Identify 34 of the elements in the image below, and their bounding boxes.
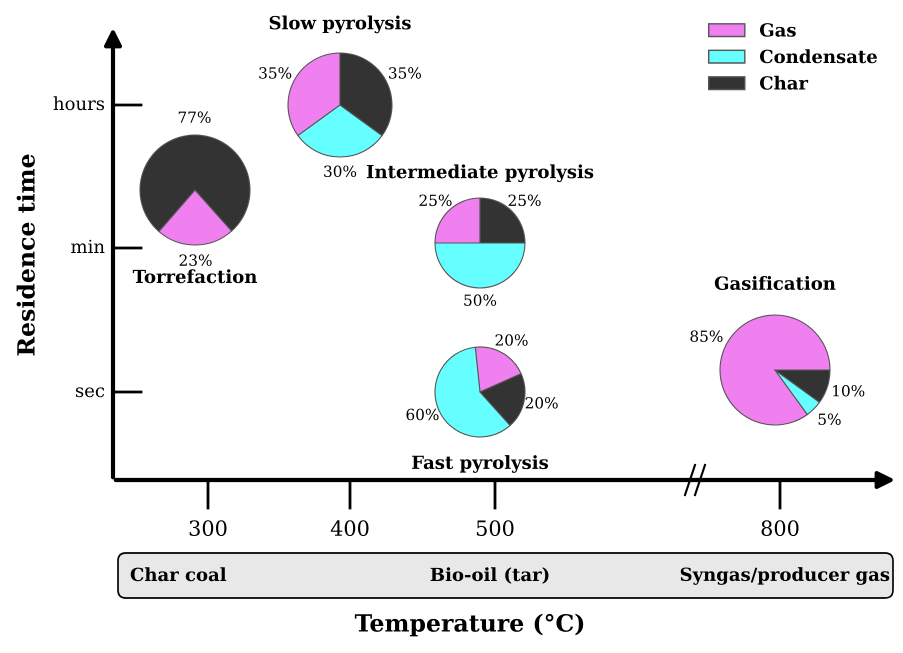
text: Fast pyrolysis	[412, 455, 548, 473]
text: 300	[190, 520, 226, 536]
data-label: 20%	[496, 334, 528, 346]
data-label: 20%	[526, 397, 558, 409]
data-label: 77%	[178, 111, 211, 123]
legend-label: Gas	[760, 23, 796, 37]
data-label: 5%	[818, 413, 841, 425]
data-label: 35%	[389, 67, 421, 79]
legend-label: Condensate	[760, 49, 877, 64]
text: Syngas/producer gas	[680, 567, 890, 585]
text: Bio-oil (tar)	[430, 567, 548, 584]
text: 800	[762, 520, 798, 536]
text: Residence time	[16, 154, 35, 356]
chart-title: Slow pyrolysis	[270, 16, 411, 34]
data-label: 10%	[833, 384, 864, 397]
data-label: 50%	[464, 294, 496, 306]
text: hours	[54, 96, 104, 110]
data-label: 35%	[259, 67, 292, 79]
data-label: 30%	[324, 165, 356, 178]
data-label: 25%	[508, 194, 541, 206]
text: Temperature (°C)	[354, 614, 584, 636]
data-label: 25%	[420, 194, 452, 206]
data-label: 60%	[406, 408, 439, 420]
data-label: 85%	[690, 330, 723, 342]
text: sec	[76, 387, 104, 398]
text: 500	[476, 520, 514, 536]
text: Torrefaction	[132, 269, 257, 284]
text: min	[71, 240, 104, 253]
data-label: 23%	[180, 254, 212, 266]
chart-title: Gasification	[714, 276, 836, 290]
text: Char coal	[130, 567, 226, 582]
chart-title: Intermediate pyrolysis	[366, 164, 594, 182]
legend-label: Char	[760, 76, 808, 90]
text: 400	[330, 520, 368, 536]
